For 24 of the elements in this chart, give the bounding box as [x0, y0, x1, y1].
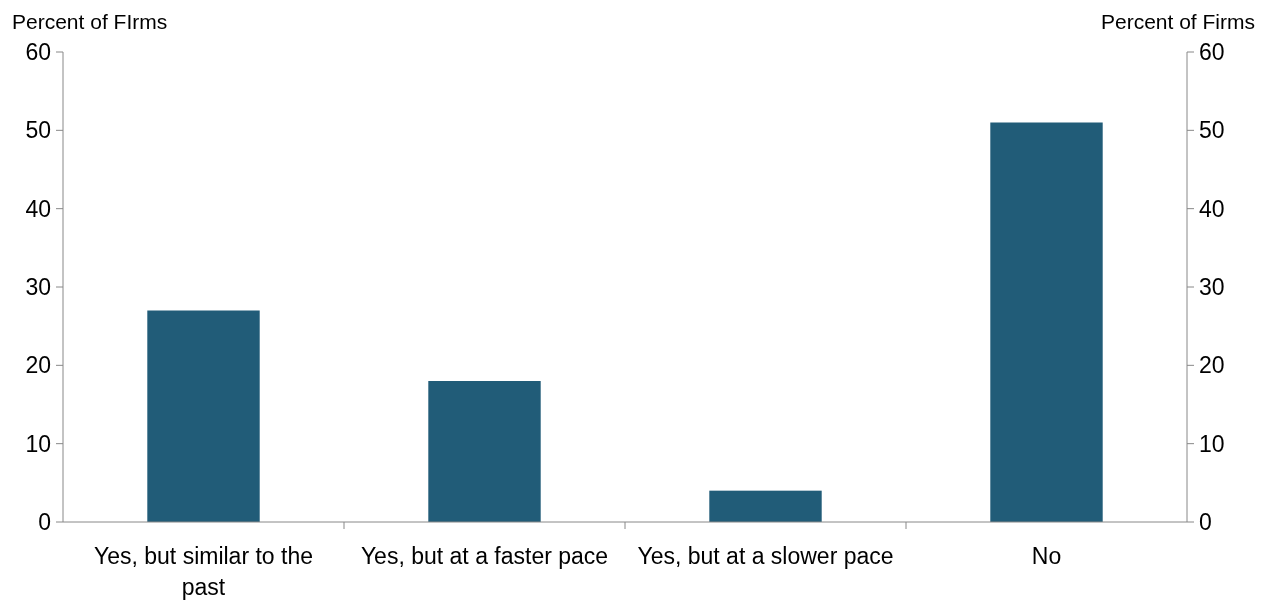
- y-tick-label: 20: [25, 352, 51, 379]
- y2-tick-label: 10: [1199, 430, 1225, 457]
- x-tick-label: Yes, but at a slower pace: [637, 543, 894, 569]
- y2-axis-title: Percent of Firms: [1100, 10, 1255, 33]
- y-tick-label: 50: [25, 117, 51, 144]
- y2-tick-label: 30: [1199, 274, 1225, 300]
- bar: [709, 490, 822, 522]
- bar: [428, 381, 541, 522]
- x-tick-label: Yes, but at a faster pace: [360, 543, 609, 569]
- y2-tick-label: 50: [1199, 117, 1225, 144]
- y2-tick-label: 0: [1199, 509, 1212, 535]
- y2-tick-label: 20: [1199, 352, 1225, 379]
- y-tick-label: 0: [38, 509, 51, 535]
- y-tick-label: 60: [25, 39, 51, 65]
- y2-tick-label: 40: [1199, 195, 1225, 222]
- x-tick-label: Yes, but similar to the past: [93, 543, 314, 600]
- y2-tick-label: 60: [1199, 39, 1225, 65]
- bar: [990, 122, 1103, 522]
- y-tick-label: 30: [25, 274, 51, 300]
- bar: [147, 310, 260, 522]
- y-axis-title: Percent of FIrms: [12, 10, 168, 33]
- y-tick-label: 10: [25, 430, 51, 457]
- x-tick-label: No: [1031, 543, 1062, 569]
- y-tick-label: 40: [25, 195, 51, 222]
